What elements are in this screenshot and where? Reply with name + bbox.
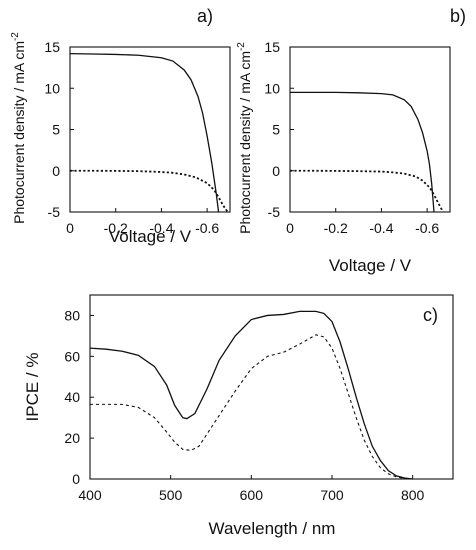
panel-b-xtick-label: 0 [286, 220, 294, 236]
panel-a-label: a) [197, 6, 213, 26]
panel-c-ytick-label: 0 [72, 471, 80, 487]
panel-b: b) 0 -0.2 -0.4 -0.6 -5 0 5 10 15 Voltage / V Ph… [236, 6, 466, 275]
panel-a-ytick-label: 5 [52, 122, 60, 138]
panel-a-xtick-label: 0 [66, 220, 74, 236]
panel-c-series-dashed [90, 334, 413, 480]
panel-b-ytick-label: -5 [268, 204, 281, 220]
panel-c-xtick-label: 800 [401, 487, 425, 503]
panel-a-xtick-label: -0.6 [195, 220, 219, 236]
panel-c-ytick-label: 60 [64, 348, 80, 364]
panel-a-ylabel: Photocurrent density / mA cm-2 [10, 32, 27, 224]
panel-b-xlabel: Voltage / V [329, 256, 412, 275]
panel-c-frame [89, 294, 454, 480]
panel-c-xtick-label: 500 [159, 487, 183, 503]
panel-b-series [290, 91, 444, 213]
panel-a-xlabel: Voltage / V [109, 227, 192, 246]
panel-c-series [89, 310, 413, 480]
panel-c-series-solid [89, 310, 413, 480]
panel-a-xtick-label: -0.2 [104, 220, 128, 236]
panel-b-ylabel-sup: -2 [236, 42, 247, 51]
panel-a: a) 0 -0.2 -0.4 -0.6 -5 0 5 10 15 Voltage / V Ph… [10, 6, 231, 246]
panel-c-xtick-label: 700 [320, 487, 344, 503]
panel-a-xticks: 0 -0.2 -0.4 -0.6 [66, 208, 219, 236]
panel-c-label: c) [423, 305, 438, 325]
panel-a-yticks: -5 0 5 10 15 [44, 39, 74, 220]
panel-c-xtick-label: 400 [78, 487, 102, 503]
panel-b-xtick-label: -0.6 [415, 220, 439, 236]
panel-c-ytick-label: 80 [64, 307, 80, 323]
panel-c-ylabel: IPCE / % [23, 353, 42, 422]
panel-c-xlabel: Wavelength / nm [209, 519, 336, 538]
panel-c-xticks: 400 500 600 700 800 [78, 475, 425, 503]
panel-b-ytick-label: 15 [264, 39, 280, 55]
panel-a-xtick-label: -0.4 [149, 220, 173, 236]
panel-a-ytick-label: 15 [44, 39, 60, 55]
panel-a-ytick-label: -5 [48, 204, 61, 220]
panel-b-ytick-label: 5 [272, 122, 280, 138]
panel-b-xtick-label: -0.4 [369, 220, 393, 236]
panel-c: c) 400 500 600 700 800 0 20 40 60 80 Wavelength … [23, 294, 454, 538]
panel-b-series-dotted [290, 169, 444, 213]
panel-c-ytick-label: 20 [64, 430, 80, 446]
panel-b-xtick-label: -0.2 [324, 220, 348, 236]
panel-b-series-solid [290, 91, 435, 213]
panel-a-series-solid [69, 52, 220, 213]
panel-b-yticks: -5 0 5 10 15 [264, 39, 294, 220]
panel-c-ytick-label: 40 [64, 389, 80, 405]
panel-a-ytick-label: 0 [52, 163, 60, 179]
panel-a-ylabel-sup: -2 [10, 32, 21, 41]
panel-b-ytick-label: 0 [272, 163, 280, 179]
panel-a-series-dotted [70, 169, 229, 213]
panel-b-frame [289, 46, 451, 213]
panel-c-yticks: 0 20 40 60 80 [64, 307, 94, 487]
panel-b-label: b) [450, 6, 466, 26]
panel-b-ytick-label: 10 [264, 80, 280, 96]
panel-b-ylabel-text: Photocurrent density / mA cm [237, 51, 253, 234]
panel-a-ytick-label: 10 [44, 80, 60, 96]
panel-b-ylabel: Photocurrent density / mA cm-2 [236, 42, 253, 234]
panel-a-series [69, 52, 229, 213]
panel-b-xticks: 0 -0.2 -0.4 -0.6 [286, 208, 439, 236]
panel-a-ylabel-text: Photocurrent density / mA cm [11, 41, 27, 224]
panel-c-xtick-label: 600 [240, 487, 264, 503]
